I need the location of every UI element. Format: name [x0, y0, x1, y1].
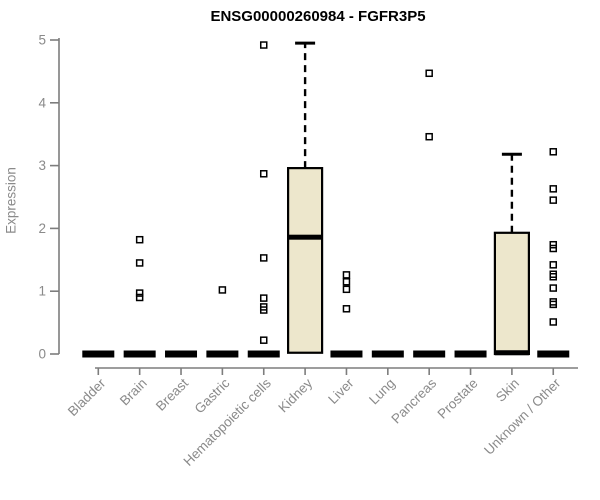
outlier-point: [549, 240, 558, 249]
boxplot-gastric: [206, 350, 239, 358]
outlier-point: [259, 170, 268, 178]
x-tick-label: Prostate: [435, 376, 481, 422]
outlier-point: [549, 318, 558, 326]
x-tick-label: Breast: [153, 375, 191, 413]
boxplot-hematopoietic-cells: [247, 350, 280, 358]
x-tick-label: Unknown / Other: [481, 375, 564, 458]
y-tick-label: 1: [38, 284, 46, 299]
outlier-point: [259, 254, 268, 262]
outlier-point: [549, 284, 558, 292]
x-tick-label: Bladder: [65, 375, 109, 419]
boxplot-liver: [330, 350, 363, 358]
x-tick-label: Gastric: [192, 375, 233, 416]
y-axis-title: Expression: [3, 167, 19, 234]
boxplot-skin: [493, 231, 530, 356]
outlier-point: [135, 235, 144, 244]
outlier-point: [342, 285, 351, 294]
boxplot-lung: [371, 350, 404, 358]
outlier-point: [135, 289, 144, 297]
outlier-point: [259, 294, 268, 302]
boxplot-unknown-other: [537, 350, 570, 358]
y-tick-label: 0: [38, 347, 46, 362]
x-tick-label: Brain: [117, 376, 150, 409]
outlier-point: [549, 185, 558, 193]
outlier-point: [135, 259, 144, 267]
outlier-point: [425, 132, 433, 141]
outlier-point: [549, 273, 558, 281]
outlier-point: [549, 261, 558, 269]
outlier-point: [259, 306, 268, 314]
boxplot-pancreas: [413, 350, 446, 358]
outlier-point: [549, 244, 558, 253]
outlier-point: [549, 196, 558, 204]
outlier-point: [342, 305, 351, 313]
boxplot-brain: [123, 350, 156, 358]
y-tick-label: 2: [38, 221, 46, 236]
outlier-point: [135, 293, 144, 302]
outlier-point: [259, 41, 268, 49]
boxplot-kidney: [287, 167, 324, 354]
outlier-point: [342, 271, 351, 279]
outlier-point: [549, 148, 558, 156]
x-tick-label: Skin: [493, 376, 522, 405]
chart-title: ENSG00000260984 - FGFR3P5: [210, 8, 426, 25]
y-tick-label: 4: [38, 95, 46, 110]
outlier-point: [549, 300, 558, 309]
y-tick-label: 5: [38, 33, 46, 48]
x-tick-label: Lung: [366, 376, 398, 408]
y-tick-label: 3: [38, 158, 46, 173]
boxplot-prostate: [454, 350, 487, 358]
x-tick-label: Liver: [325, 375, 357, 407]
boxplot-breast: [165, 350, 198, 358]
outlier-point: [342, 278, 351, 286]
x-tick-label: Kidney: [275, 375, 315, 415]
x-tick-label: Pancreas: [388, 375, 439, 426]
outlier-point: [425, 69, 433, 78]
median-line: [288, 234, 323, 240]
median-line: [494, 350, 529, 356]
outlier-point: [218, 286, 227, 294]
boxplot-bladder: [82, 350, 115, 358]
outlier-point: [259, 336, 268, 344]
